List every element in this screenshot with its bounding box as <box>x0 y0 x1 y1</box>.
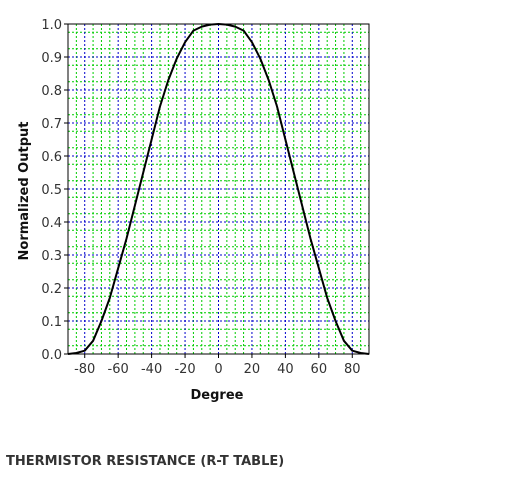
x-tick-label: -20 <box>174 362 195 377</box>
y-tick-label: 0.0 <box>41 348 62 363</box>
section-heading: THERMISTOR RESISTANCE (R-T TABLE) <box>6 454 285 469</box>
x-axis-ticks: -80 -60 -40 -20 0 20 40 60 80 <box>74 354 361 377</box>
series-line <box>67 23 370 355</box>
y-tick-label: 0.4 <box>41 216 62 231</box>
x-tick-label: -80 <box>74 362 95 377</box>
x-tick-label: -60 <box>108 362 129 377</box>
chart: -80 -60 -40 -20 0 20 40 60 80 0.0 0.1 0.2 0.3 0.4 0.5… <box>17 18 370 403</box>
y-tick-label: 0.7 <box>41 117 62 132</box>
y-tick-label: 0.3 <box>41 249 62 264</box>
x-tick-label: 0 <box>214 362 222 377</box>
major-gridlines <box>68 23 369 354</box>
x-tick-label: 20 <box>244 362 261 377</box>
y-tick-label: 0.1 <box>41 315 62 330</box>
x-axis-title: Degree <box>191 388 244 403</box>
y-tick-label: 0.2 <box>41 282 62 297</box>
y-tick-label: 0.6 <box>41 150 62 165</box>
x-tick-label: -40 <box>141 362 162 377</box>
x-tick-label: 80 <box>344 362 361 377</box>
y-tick-label: 0.8 <box>41 84 62 99</box>
y-axis-title: Normalized Output <box>17 122 32 261</box>
y-axis-ticks: 0.0 0.1 0.2 0.3 0.4 0.5 0.6 0.7 0.8 0.9 1.0 <box>41 18 68 363</box>
x-tick-label: 60 <box>311 362 328 377</box>
y-tick-label: 1.0 <box>41 18 62 33</box>
x-tick-label: 40 <box>277 362 294 377</box>
y-tick-label: 0.9 <box>41 51 62 66</box>
y-tick-label: 0.5 <box>41 183 62 198</box>
